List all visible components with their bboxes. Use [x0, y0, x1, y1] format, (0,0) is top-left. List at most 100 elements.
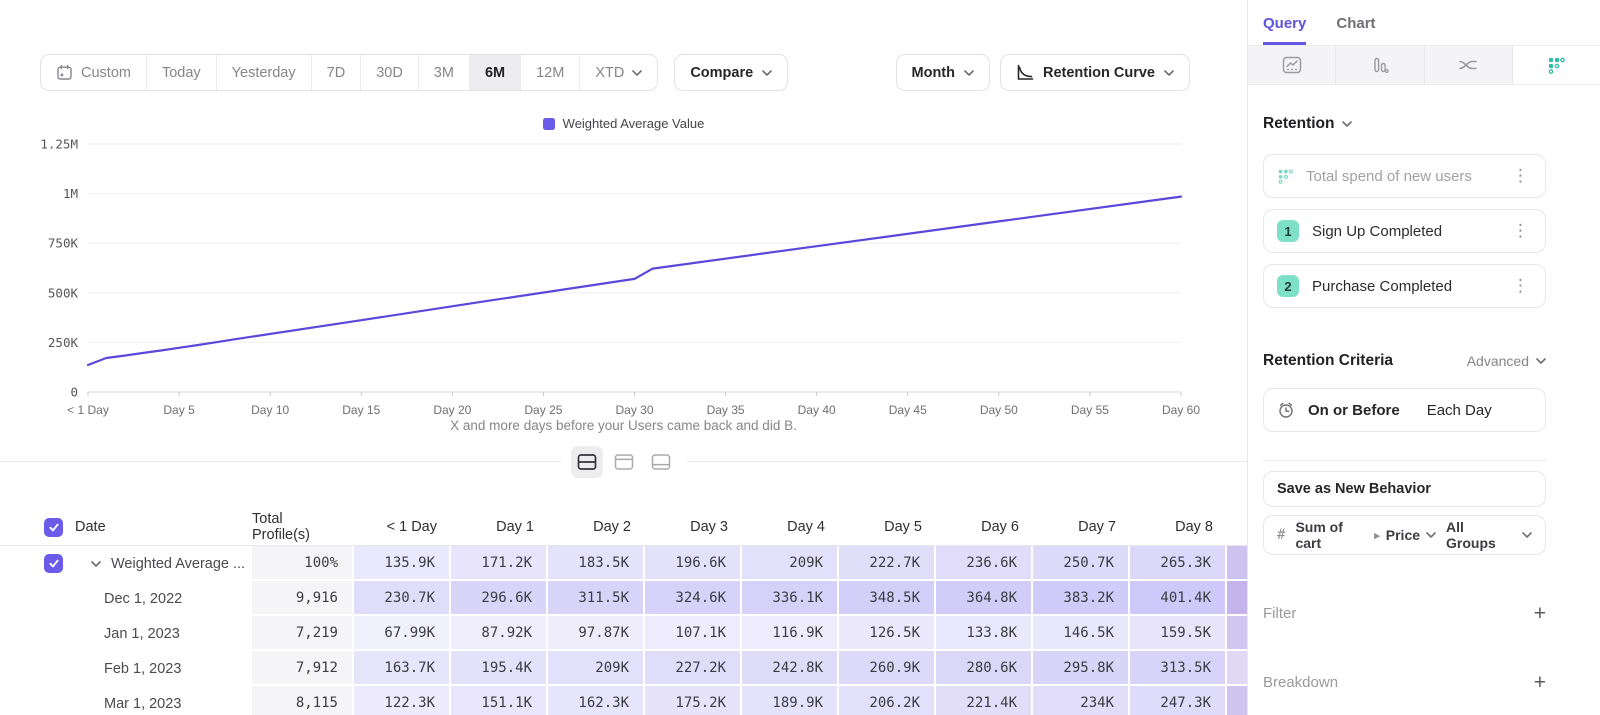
tab-query[interactable]: Query [1263, 15, 1306, 45]
date-range-6m[interactable]: 6M [469, 55, 520, 90]
column-header: Day 3 [645, 509, 742, 545]
retention-tab[interactable] [1513, 46, 1600, 84]
table-row: Weighted Average ...100%135.9K171.2K183.… [0, 546, 1247, 581]
date-range-label: 12M [536, 65, 564, 81]
criteria-timing-row[interactable]: On or Before Each Day [1263, 388, 1546, 432]
date-range-yesterday[interactable]: Yesterday [216, 55, 311, 90]
retention-value-cell: 87.92K [451, 616, 548, 651]
query-sidebar: Query Chart [1247, 0, 1600, 715]
main-panel: Custom Today Yesterday 7D 30D3M 6M 12M XTD Comp… [0, 0, 1247, 715]
retention-value-cell: 222.7K [839, 546, 936, 581]
step-row-2[interactable]: 2 Purchase Completed ⋮ [1263, 264, 1546, 308]
chart-legend[interactable]: Weighted Average Value [0, 116, 1247, 131]
row-checkbox[interactable] [44, 518, 63, 537]
insights-chart-tab[interactable] [1248, 46, 1336, 84]
retention-value-cell: 280.6K [936, 651, 1033, 686]
date-range-3m[interactable]: 3M [418, 55, 469, 90]
date-range-picker: Custom Today Yesterday 7D 30D3M 6M 12M XTD [40, 54, 658, 91]
column-header: Day 4 [742, 509, 839, 545]
bar-chart-icon [1371, 56, 1389, 74]
measurement-label: Retention [1263, 115, 1334, 133]
bar-chart-tab[interactable] [1336, 46, 1424, 84]
clipped-day9-cell [1227, 616, 1247, 651]
date-range-label: Today [162, 65, 201, 81]
date-range-label: 7D [327, 65, 346, 81]
chart-type-selector [1248, 46, 1600, 85]
date-range-label: Custom [81, 65, 131, 81]
view-chart-top-button[interactable] [608, 446, 640, 478]
filter-label: Filter [1263, 605, 1296, 622]
retention-value-cell: 135.9K [354, 546, 451, 581]
line-chart-icon [1282, 56, 1302, 74]
kebab-menu-icon[interactable]: ⋮ [1509, 221, 1532, 242]
date-range-today[interactable]: Today [146, 55, 216, 90]
retention-value-cell: 209K [742, 546, 839, 581]
behavior-name-field[interactable]: Total spend of new users ⋮ [1263, 154, 1546, 198]
date-range-30d[interactable]: 30D [360, 55, 418, 90]
group-dropdown[interactable]: All Groups [1446, 519, 1532, 551]
date-range-12m[interactable]: 12M [520, 55, 579, 90]
svg-text:Day 10: Day 10 [251, 403, 289, 417]
retention-value-cell: 311.5K [548, 581, 645, 616]
column-header-label: Date [75, 519, 106, 535]
table-row: Jan 1, 20237,21967.99K87.92K97.87K107.1K… [0, 616, 1247, 651]
flow-tab[interactable] [1425, 46, 1513, 84]
breakdown-label: Breakdown [1263, 674, 1338, 691]
table-view-toggle-group [561, 446, 687, 478]
retention-value-cell: 146.5K [1033, 616, 1130, 651]
behavior-name-placeholder: Total spend of new users [1306, 168, 1496, 185]
tab-chart[interactable]: Chart [1336, 15, 1375, 45]
add-breakdown-button[interactable]: + [1534, 672, 1546, 693]
measure-property-dropdown[interactable]: Sum of cart ▸ Price [1295, 519, 1436, 551]
kebab-menu-icon[interactable]: ⋮ [1509, 276, 1532, 297]
total-profiles-cell: 7,219 [252, 616, 354, 651]
view-split-equal-button[interactable] [571, 446, 603, 478]
row-date-label: Feb 1, 2023 [104, 661, 181, 677]
date-cell: Dec 1, 2022 [0, 581, 252, 616]
retention-value-cell: 171.2K [451, 546, 548, 581]
retention-value-cell: 401.4K [1130, 581, 1227, 616]
flow-icon [1458, 57, 1478, 73]
retention-value-cell: 175.2K [645, 686, 742, 715]
save-as-new-behavior-button[interactable]: Save as New Behavior [1263, 471, 1546, 507]
retention-value-cell: 313.5K [1130, 651, 1227, 686]
row-date-label: Dec 1, 2022 [104, 591, 182, 607]
date-range-label: 6M [485, 65, 505, 81]
retention-value-cell: 348.5K [839, 581, 936, 616]
column-header: Total Profile(s) [252, 509, 354, 545]
svg-text:750K: 750K [48, 236, 79, 251]
toolbar-right-group: Month Retention Curve [896, 54, 1190, 91]
date-range-label: Yesterday [232, 65, 296, 81]
table-header-row: DateTotal Profile(s)< 1 DayDay 1Day 2Day… [0, 509, 1247, 546]
criteria-mode-dropdown[interactable]: Advanced [1467, 353, 1546, 369]
measure-property-row[interactable]: # Sum of cart ▸ Price All Groups [1263, 515, 1546, 555]
svg-text:Day 60: Day 60 [1162, 403, 1200, 417]
add-filter-button[interactable]: + [1534, 603, 1546, 624]
row-date-label: Weighted Average ... [111, 556, 245, 572]
retention-grid-icon [1277, 168, 1293, 184]
date-range-7d[interactable]: 7D [311, 55, 361, 90]
check-icon [48, 522, 60, 533]
compare-button[interactable]: Compare [674, 54, 788, 91]
chart-type-button[interactable]: Retention Curve [1000, 54, 1190, 91]
svg-text:Day 15: Day 15 [342, 403, 380, 417]
retention-value-cell: 133.8K [936, 616, 1033, 651]
expand-chevron-icon[interactable] [91, 561, 101, 567]
retention-value-cell: 67.99K [354, 616, 451, 651]
view-table-bottom-button[interactable] [645, 446, 677, 478]
total-profiles-cell: 9,916 [252, 581, 354, 616]
kebab-menu-icon[interactable]: ⋮ [1509, 166, 1532, 187]
granularity-button[interactable]: Month [896, 54, 990, 91]
measurement-dropdown[interactable]: Retention [1263, 115, 1546, 133]
svg-text:Day 40: Day 40 [798, 403, 836, 417]
chevron-down-icon [1342, 121, 1352, 127]
date-range-xtd[interactable]: XTD [579, 55, 657, 90]
step-row-1[interactable]: 1 Sign Up Completed ⋮ [1263, 209, 1546, 253]
date-cell[interactable]: Weighted Average ... [0, 546, 252, 581]
column-header: < 1 Day [354, 509, 451, 545]
date-range-custom[interactable]: Custom [41, 55, 146, 90]
row-checkbox[interactable] [44, 554, 63, 573]
column-header: Day 8 [1130, 509, 1227, 545]
compare-label: Compare [690, 65, 753, 81]
retention-value-cell: 159.5K [1130, 616, 1227, 651]
